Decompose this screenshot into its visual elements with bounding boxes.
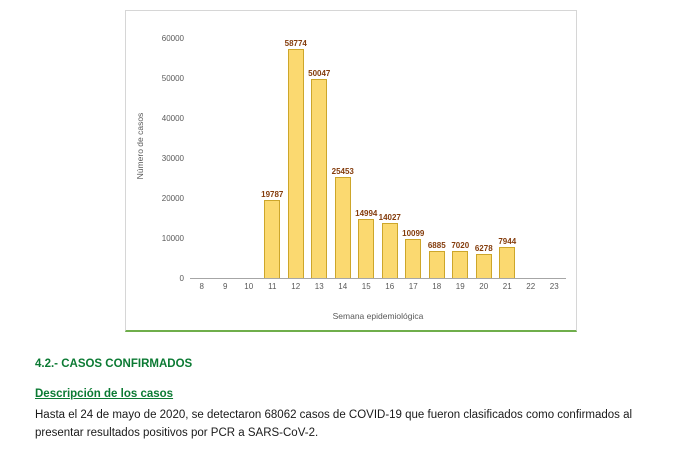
x-tick-label: 11: [268, 282, 277, 291]
cases-bar-chart: Número de casos 0 10000 20000 30000 40000 500…: [125, 10, 577, 332]
chart-column-week-11: 19787 11: [261, 39, 285, 291]
bar-week-14: [334, 177, 351, 279]
bar-wrap: [214, 39, 238, 279]
bar-week-21: [499, 247, 516, 279]
bar-week-12: [287, 49, 304, 279]
bar-wrap: [190, 39, 214, 279]
bar-value-label: 50047: [308, 69, 331, 78]
bar-wrap: 7944: [496, 39, 520, 279]
y-tick-label: 10000: [161, 234, 184, 243]
y-tick-label: 20000: [161, 194, 184, 203]
y-axis: 0 10000 20000 30000 40000 50000 60000: [156, 34, 190, 283]
bar-wrap: 14027: [378, 39, 402, 279]
subheading: Descripción de los casos: [35, 388, 174, 400]
bar-week-16: [381, 223, 398, 279]
x-tick-label: 13: [314, 282, 324, 291]
y-tick-label: 0: [179, 274, 184, 283]
x-tick-label: 17: [408, 282, 418, 291]
bar-value-label: 19787: [261, 190, 284, 199]
y-axis-title: Número de casos: [135, 112, 145, 180]
chart-column-week-19: 7020 19: [449, 39, 473, 291]
x-tick-label: 23: [549, 282, 559, 291]
x-axis-title: Semana epidemiológica: [332, 311, 424, 321]
chart-column-week-10: 10: [237, 39, 261, 291]
x-tick-label: 9: [223, 282, 228, 291]
chart-column-week-21: 7944 21: [496, 39, 520, 291]
chart-column-week-14: 25453 14: [331, 39, 355, 291]
bar-wrap: [519, 39, 543, 279]
chart-column-week-23: 23: [543, 39, 567, 291]
bar-wrap: [237, 39, 261, 279]
bar-week-11: [264, 200, 281, 279]
section-heading: 4.2.- CASOS CONFIRMADOS: [35, 358, 193, 370]
plot-area: 8 9 10 19787 11 58774 12 50047 13 25453 14 14994 15 1…: [190, 39, 566, 291]
bar-wrap: 25453: [331, 39, 355, 279]
bar-value-label: 58774: [284, 39, 307, 48]
chart-column-week-9: 9: [214, 39, 238, 291]
x-tick-label: 14: [338, 282, 348, 291]
bar-week-18: [428, 251, 445, 279]
bar-wrap: 50047: [308, 39, 332, 279]
y-tick-label: 40000: [161, 114, 184, 123]
chart-column-week-15: 14994 15: [355, 39, 379, 291]
y-tick-label: 50000: [161, 74, 184, 83]
x-tick-label: 18: [432, 282, 442, 291]
bar-wrap: 7020: [449, 39, 473, 279]
bar-value-label: 10099: [402, 229, 425, 238]
chart-column-week-22: 22: [519, 39, 543, 291]
bar-value-label: 6278: [474, 244, 493, 253]
bar-wrap: 19787: [261, 39, 285, 279]
x-tick-label: 19: [455, 282, 465, 291]
bar-week-20: [475, 254, 492, 279]
body-paragraph: Hasta el 24 de mayo de 2020, se detectar…: [35, 409, 633, 440]
bar-wrap: 6885: [425, 39, 449, 279]
x-tick-label: 20: [479, 282, 489, 291]
bar-wrap: 14994: [355, 39, 379, 279]
chart-column-week-13: 50047 13: [308, 39, 332, 291]
bar-wrap: 10099: [402, 39, 426, 279]
y-tick-label: 60000: [161, 34, 184, 43]
bar-value-label: 14994: [355, 209, 378, 218]
x-tick-label: 22: [526, 282, 536, 291]
chart-column-week-12: 58774 12: [284, 39, 308, 291]
chart-column-week-16: 14027 16: [378, 39, 402, 291]
bar-value-label: 7020: [451, 241, 470, 250]
x-tick-label: 21: [502, 282, 512, 291]
x-tick-label: 15: [361, 282, 371, 291]
bar-wrap: [543, 39, 567, 279]
x-tick-label: 10: [244, 282, 254, 291]
bar-week-19: [452, 251, 469, 279]
bar-wrap: 58774: [284, 39, 308, 279]
bar-week-13: [311, 79, 328, 279]
bar-value-label: 25453: [331, 167, 354, 176]
y-tick-label: 30000: [161, 154, 184, 163]
chart-column-week-20: 6278 20: [472, 39, 496, 291]
bar-value-label: 7944: [498, 237, 517, 246]
x-axis-line: [190, 278, 566, 279]
chart-column-week-8: 8: [190, 39, 214, 291]
bar-wrap: 6278: [472, 39, 496, 279]
bar-value-label: 14027: [378, 213, 401, 222]
chart-column-week-18: 6885 18: [425, 39, 449, 291]
bar-value-label: 6885: [427, 241, 446, 250]
x-tick-label: 16: [385, 282, 395, 291]
chart-body: 0 10000 20000 30000 40000 50000 60000 8 9 10 1978…: [156, 34, 566, 291]
x-tick-label: 12: [291, 282, 301, 291]
x-tick-label: 8: [199, 282, 204, 291]
bar-week-15: [358, 219, 375, 279]
chart-column-week-17: 10099 17: [402, 39, 426, 291]
bar-week-17: [405, 239, 422, 279]
